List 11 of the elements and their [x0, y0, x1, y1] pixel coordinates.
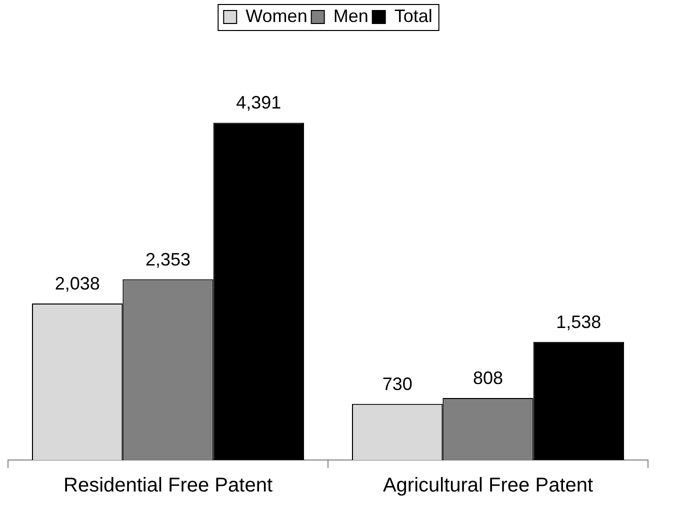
data-label: 808	[472, 368, 504, 388]
data-label: 4,391	[236, 92, 282, 113]
data-label: 2,353	[145, 249, 191, 270]
legend-label: Total	[394, 6, 432, 26]
data-label: 730	[382, 374, 412, 394]
legend-label: Men	[333, 6, 368, 26]
legend-label: Women	[246, 6, 308, 26]
data-label: 2,038	[54, 273, 100, 294]
data-label: 1,538	[556, 312, 602, 332]
x-tick-label: Residential Free Patent	[63, 474, 273, 497]
x-tick-label: Agricultural Free Patent	[382, 474, 594, 497]
